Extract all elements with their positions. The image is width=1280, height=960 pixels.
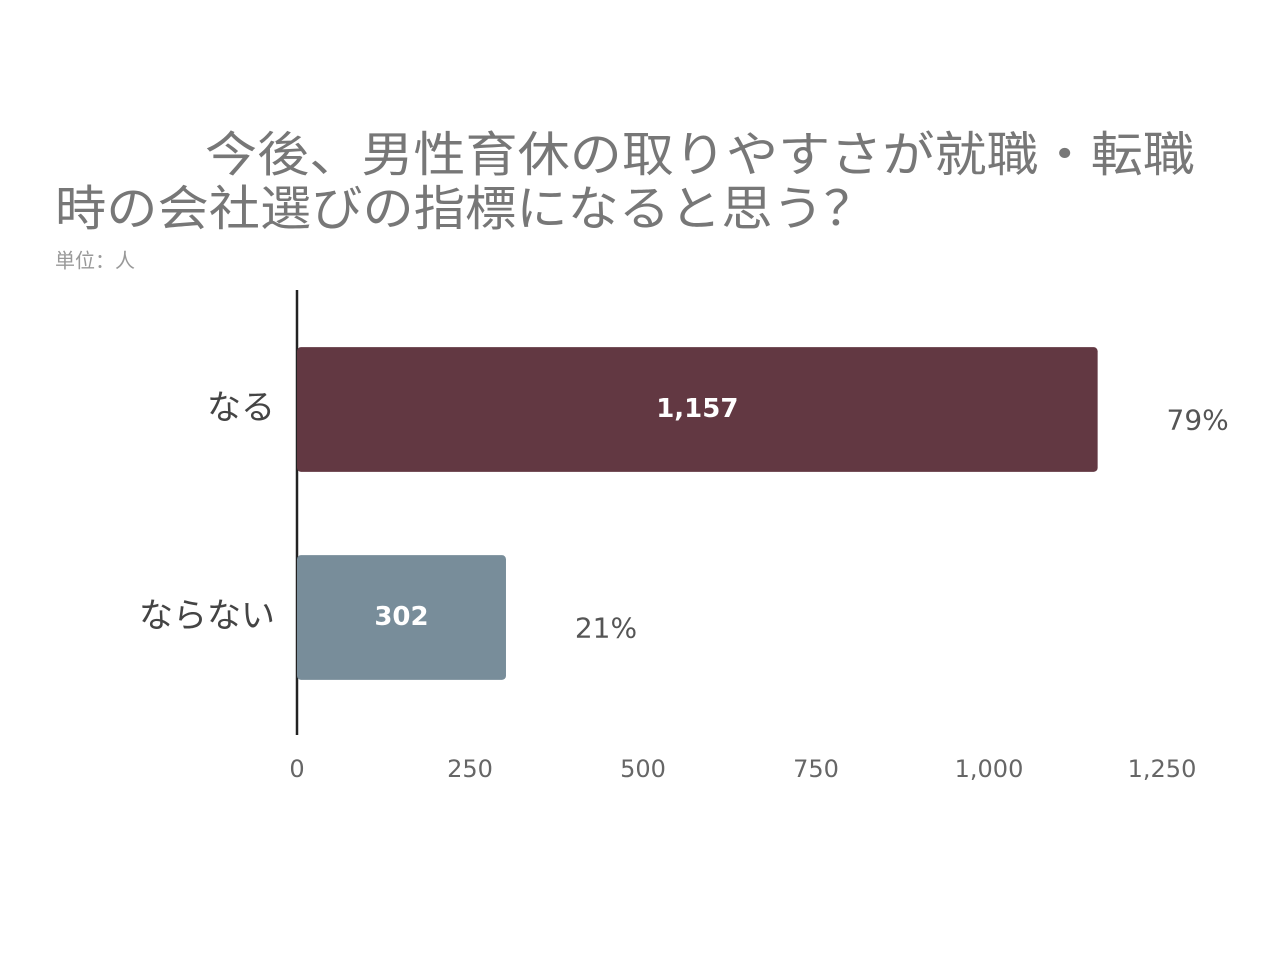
- chart-title: 時の会社選びの指標になると思う？: [55, 181, 875, 237]
- x-tick-label: 0: [289, 755, 304, 783]
- y-tick-label: ならない: [139, 596, 275, 636]
- x-tick-label: 1,000: [955, 755, 1024, 783]
- annotation: 79%: [1167, 404, 1229, 437]
- x-tick-label: 1,250: [1128, 755, 1197, 783]
- bar: [297, 347, 1098, 472]
- x-tick-label: 500: [620, 755, 666, 783]
- chart-subtitle: 単位：人: [55, 249, 135, 273]
- annotation: 21%: [575, 612, 637, 645]
- chart-title: 今後、男性育休の取りやすさが就職・転職: [205, 127, 1195, 183]
- bar: [297, 555, 506, 680]
- value-label: 302: [374, 602, 428, 632]
- x-tick-label: 250: [447, 755, 493, 783]
- y-tick-label: なる: [207, 388, 275, 428]
- value-label: 1,157: [656, 394, 738, 424]
- x-tick-label: 750: [793, 755, 839, 783]
